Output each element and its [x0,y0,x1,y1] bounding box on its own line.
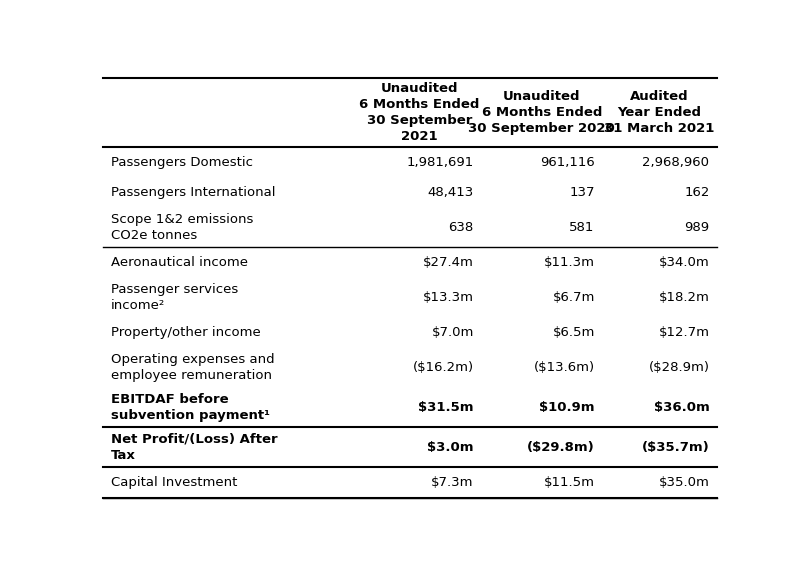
Text: $31.5m: $31.5m [418,401,474,414]
Text: Unaudited
6 Months Ended
30 September
2021: Unaudited 6 Months Ended 30 September 20… [359,82,479,143]
Text: $10.9m: $10.9m [539,401,594,414]
Text: $34.0m: $34.0m [658,256,710,269]
Text: Capital Investment: Capital Investment [110,476,237,489]
Text: $18.2m: $18.2m [658,291,710,304]
Text: $13.3m: $13.3m [423,291,474,304]
Text: ($35.7m): ($35.7m) [642,441,710,454]
Text: Audited
Year Ended
31 March 2021: Audited Year Ended 31 March 2021 [604,90,714,135]
Text: ($29.8m): ($29.8m) [527,441,594,454]
Text: $35.0m: $35.0m [658,476,710,489]
Text: $6.7m: $6.7m [552,291,594,304]
Text: ($16.2m): ($16.2m) [413,361,474,374]
Text: Aeronautical income: Aeronautical income [110,256,247,269]
Text: 2,968,960: 2,968,960 [642,156,710,169]
Text: $36.0m: $36.0m [654,401,710,414]
Text: Property/other income: Property/other income [110,326,260,339]
Text: Unaudited
6 Months Ended
30 September 2020: Unaudited 6 Months Ended 30 September 20… [468,90,615,135]
Text: 581: 581 [570,221,594,234]
Text: $3.0m: $3.0m [427,441,474,454]
Text: EBITDAF before
subvention payment¹: EBITDAF before subvention payment¹ [110,393,270,422]
Text: 137: 137 [570,186,594,199]
Text: Passengers Domestic: Passengers Domestic [110,156,253,169]
Text: $12.7m: $12.7m [658,326,710,339]
Text: 162: 162 [684,186,710,199]
Text: Operating expenses and
employee remuneration: Operating expenses and employee remunera… [110,353,274,382]
Text: $27.4m: $27.4m [423,256,474,269]
Text: $7.0m: $7.0m [431,326,474,339]
Text: ($13.6m): ($13.6m) [534,361,594,374]
Text: 638: 638 [449,221,474,234]
Text: $11.5m: $11.5m [544,476,594,489]
Text: Passenger services
income²: Passenger services income² [110,283,238,312]
Text: 1,981,691: 1,981,691 [406,156,474,169]
Text: ($28.9m): ($28.9m) [649,361,710,374]
Text: $7.3m: $7.3m [431,476,474,489]
Text: $6.5m: $6.5m [552,326,594,339]
Text: Net Profit/(Loss) After
Tax: Net Profit/(Loss) After Tax [110,433,277,462]
Text: 48,413: 48,413 [428,186,474,199]
Text: 989: 989 [684,221,710,234]
Text: Passengers International: Passengers International [110,186,275,199]
Text: $11.3m: $11.3m [544,256,594,269]
Text: Scope 1&2 emissions
CO2e tonnes: Scope 1&2 emissions CO2e tonnes [110,213,253,242]
Text: 961,116: 961,116 [540,156,594,169]
